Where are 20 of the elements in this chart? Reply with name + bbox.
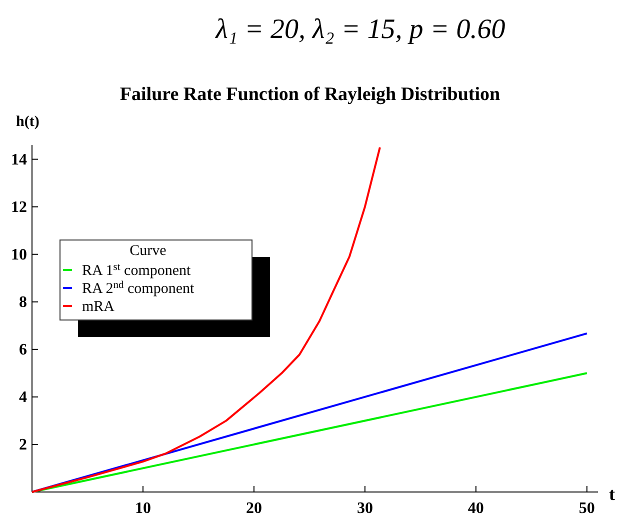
y-tick-label: 8	[19, 294, 27, 311]
legend-label: RA 2$^{nd}$ component	[82, 280, 195, 297]
x-tick-label: 10	[134, 500, 151, 517]
x-tick-label: 40	[468, 500, 484, 517]
y-axis-title: h(t)	[16, 114, 40, 130]
chart-title: Failure Rate Function of Rayleigh Distribution	[120, 84, 501, 105]
legend-label: RA 1$^{st}$ component	[82, 262, 192, 279]
legend-label: mRA	[82, 299, 115, 315]
x-tick-label: 50	[578, 500, 595, 517]
text: λ₁ = 20, λ₂ = 15, p = 0.60	[214, 14, 506, 45]
y-tick-label: 10	[11, 246, 27, 264]
y-tick-label: 2	[19, 436, 27, 454]
legend-title: Curve	[130, 243, 167, 259]
y-tick-label: 6	[19, 341, 27, 358]
x-axis-title: t	[609, 484, 615, 504]
x-tick-label: 20	[246, 500, 262, 517]
y-tick-label: 12	[11, 198, 27, 216]
y-tick-label: 4	[19, 388, 27, 406]
x-tick-label: 30	[356, 500, 373, 517]
y-tick-label: 14	[11, 151, 27, 168]
